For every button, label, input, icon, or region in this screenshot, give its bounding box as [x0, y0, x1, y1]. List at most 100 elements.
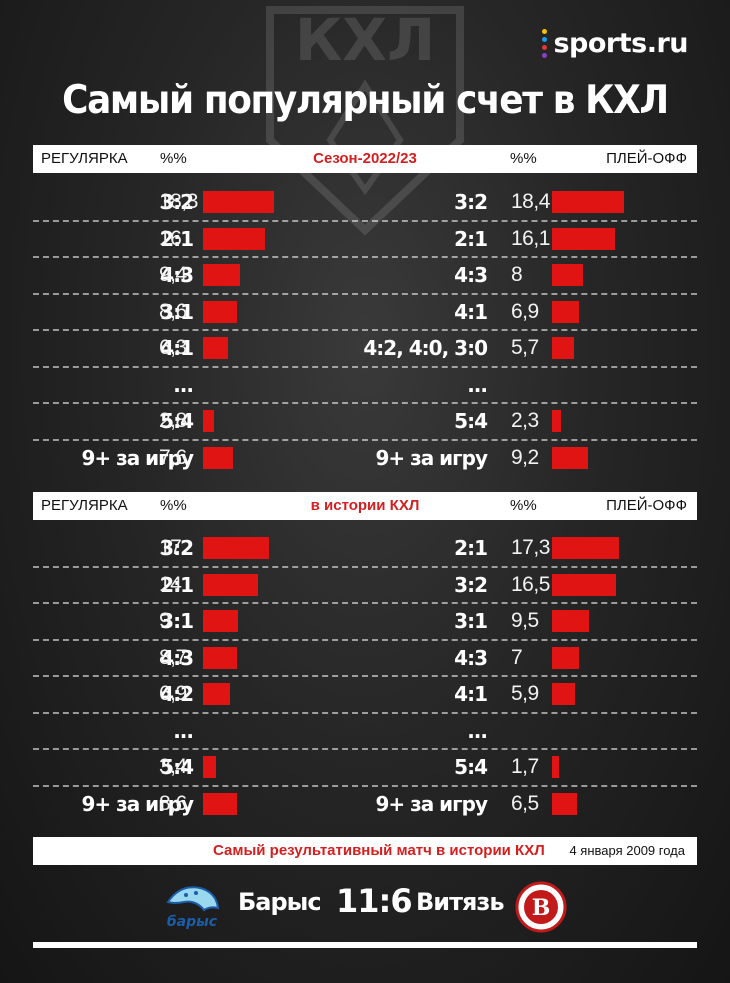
- row-divider: [33, 219, 697, 222]
- category-label: ...: [467, 718, 488, 743]
- row-divider: [33, 329, 697, 331]
- category-label: ...: [467, 372, 488, 397]
- bar: [552, 227, 615, 250]
- bar: [203, 792, 237, 815]
- header-playoff-label: ПЛЕЙ-ОФФ: [606, 497, 687, 514]
- chart-row: 2:1 16,1: [33, 221, 697, 257]
- chart-row: 9+ за игру 9,2: [33, 440, 697, 476]
- category-label: 2:1: [160, 226, 194, 251]
- header-history-title: в истории КХЛ: [310, 497, 420, 514]
- category-label: 5:4: [454, 755, 488, 779]
- vityaz-logo-icon: В: [515, 881, 567, 933]
- bar: [203, 537, 269, 559]
- value-label: 5,9: [511, 682, 539, 705]
- category-label: 9+ за игру: [375, 445, 488, 470]
- chart-row: 3:1 9: [33, 603, 697, 639]
- chart-row: ...: [33, 713, 697, 749]
- row-divider: [33, 675, 697, 677]
- bar: [203, 191, 274, 213]
- record-match-date: 4 января 2009 года: [569, 843, 685, 858]
- chart-row: 4:1 6,9: [33, 294, 697, 330]
- bar: [203, 227, 265, 250]
- category-label: 3:1: [454, 609, 488, 633]
- row-divider: [33, 438, 697, 441]
- chart-row: ...: [33, 713, 697, 749]
- chart-row: 4:3 9,4: [33, 257, 697, 293]
- category-label: 3:2: [454, 190, 488, 214]
- logo-dots-icon: [542, 29, 548, 58]
- category-label: 9+ за игру: [375, 791, 488, 816]
- value-label: 16: [159, 226, 182, 250]
- bar: [203, 337, 228, 359]
- logo-dot: [542, 29, 548, 34]
- category-label: 4:1: [454, 682, 488, 706]
- vityaz-logo-text: В: [532, 895, 551, 921]
- logo-dot: [542, 37, 548, 42]
- record-match-title: Самый результативный матч в истории КХЛ: [213, 842, 545, 859]
- chart-row: 4:3 8,7: [33, 640, 697, 676]
- bar: [552, 537, 619, 559]
- value-label: 8,6: [159, 299, 187, 323]
- chart-row: 9+ за игру 7,6: [33, 440, 697, 476]
- header-pct-left: %%: [160, 497, 187, 514]
- category-label: 3:1: [160, 609, 194, 633]
- chart-row: 5:4 1,7: [33, 749, 697, 785]
- bar: [552, 792, 577, 815]
- chart-row: 4:3 8: [33, 257, 697, 293]
- value-label: 18,4: [511, 190, 550, 213]
- bar: [552, 573, 616, 596]
- chart-row: 9+ за игру 6,5: [33, 786, 697, 822]
- category-label: 4:3: [454, 263, 488, 287]
- chart-row: 5:4 3,4: [33, 749, 697, 785]
- category-label: 5:4: [160, 409, 194, 433]
- category-label: 3:1: [160, 299, 194, 324]
- category-label: 4:2, 4:0, 3:0: [363, 336, 488, 360]
- khl-emblem-text: КХЛ: [295, 6, 435, 74]
- chart-row: 5:4 2,3: [33, 403, 697, 439]
- row-divider: [33, 565, 697, 568]
- value-label: 9,2: [511, 445, 539, 469]
- category-label: 4:3: [160, 645, 194, 670]
- bar: [203, 446, 233, 469]
- bar: [203, 683, 230, 705]
- row-divider: [33, 711, 697, 714]
- row-divider: [33, 402, 697, 404]
- chart-row: 3:2 17: [33, 530, 697, 566]
- header-season-title: Сезон-2022/23: [313, 150, 417, 167]
- value-label: 5,7: [511, 336, 539, 359]
- match-score: 11:6: [336, 882, 413, 920]
- value-label: 9,4: [159, 263, 187, 286]
- category-label: 4:1: [160, 336, 194, 360]
- bar: [552, 756, 559, 778]
- record-match-bar: Самый результативный матч в истории КХЛ …: [33, 837, 697, 865]
- chart-row: 3:1 9,5: [33, 603, 697, 639]
- logo-dot: [542, 45, 548, 50]
- value-label: 6,3: [159, 336, 187, 359]
- chart-row: 9+ за игру 8,6: [33, 786, 697, 822]
- row-divider: [33, 748, 697, 750]
- value-label: 9: [159, 609, 171, 632]
- chart-row: 2:1 14: [33, 567, 697, 603]
- bar: [552, 264, 583, 286]
- category-label: 4:3: [454, 645, 488, 670]
- row-divider: [33, 638, 697, 641]
- header-playoff-label: ПЛЕЙ-ОФФ: [606, 150, 687, 167]
- chart-row: 3:1 8,6: [33, 294, 697, 330]
- value-label: 7,6: [159, 445, 187, 469]
- chart-row: 3:2 16,5: [33, 567, 697, 603]
- bar: [552, 410, 561, 432]
- bar: [203, 264, 240, 286]
- bar: [552, 446, 588, 469]
- value-label: 17: [159, 536, 182, 559]
- value-label: 6,5: [511, 791, 539, 815]
- record-match: барыс Барыс 11:6 Витязь В: [0, 878, 730, 934]
- khl-background-emblem: КХЛ: [266, 6, 464, 236]
- bar: [552, 337, 574, 359]
- row-divider: [33, 365, 697, 368]
- category-label: ...: [173, 372, 194, 397]
- category-label: 3:2: [454, 572, 488, 597]
- row-divider: [33, 784, 697, 787]
- header-pct-right: %%: [510, 150, 537, 167]
- value-label: 1,7: [511, 755, 539, 778]
- category-label: 5:4: [160, 755, 194, 779]
